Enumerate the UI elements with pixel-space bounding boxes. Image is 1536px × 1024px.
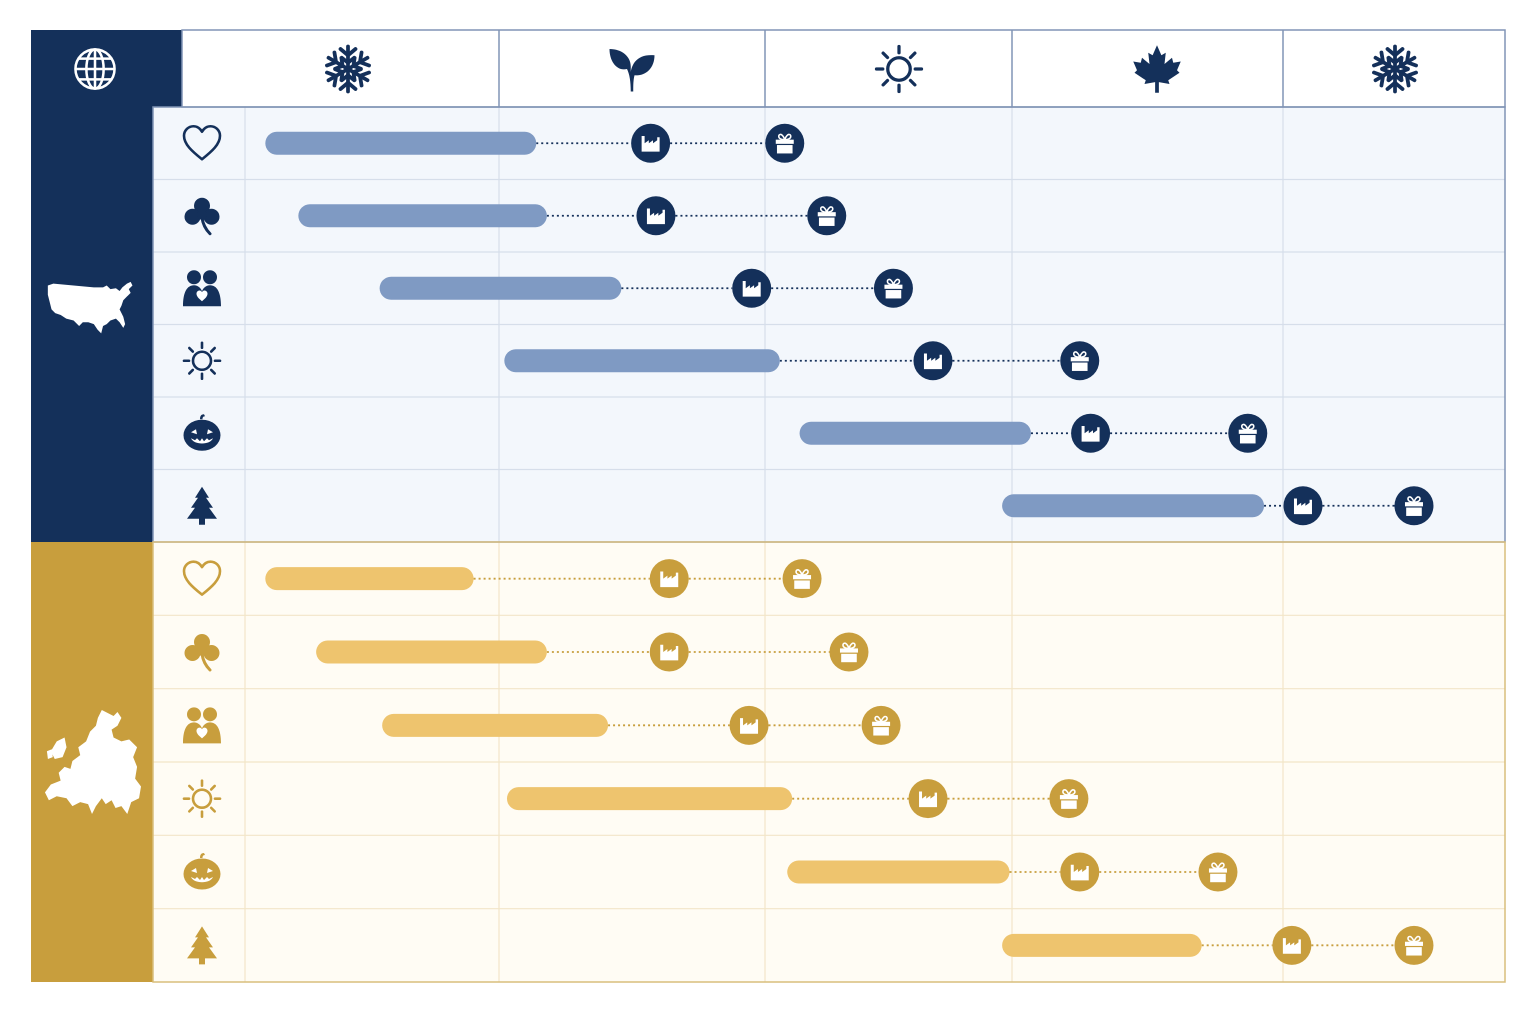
header-band	[181, 29, 1506, 108]
row-europe-couple	[183, 705, 901, 745]
region-backgrounds	[153, 107, 1505, 982]
row-europe-heart	[182, 559, 822, 599]
duration-bar	[265, 131, 537, 155]
duration-bar	[787, 860, 1010, 884]
duration-bar	[316, 640, 547, 664]
row-usa-couple	[183, 268, 913, 308]
row-europe-tree	[187, 925, 1434, 965]
row-usa-heart	[182, 123, 805, 163]
duration-bar	[382, 713, 609, 737]
region-usa-column	[31, 107, 153, 542]
region-labels	[31, 107, 153, 982]
duration-bar	[379, 276, 622, 300]
row-usa-clover	[183, 196, 847, 236]
frame	[152, 106, 1506, 983]
row-europe-pumpkin	[183, 852, 1238, 892]
duration-bar	[265, 567, 474, 591]
grid-lines	[153, 107, 1505, 982]
row-usa-tree	[187, 486, 1434, 526]
globe-icon	[74, 48, 116, 90]
duration-bar	[1002, 933, 1202, 957]
duration-bar	[504, 349, 780, 373]
season-header	[31, 29, 1506, 108]
row-usa-pumpkin	[183, 413, 1268, 453]
duration-bar	[298, 204, 547, 228]
row-europe-clover	[183, 632, 869, 672]
holiday-rows	[182, 123, 1434, 965]
row-europe-sun	[182, 779, 1089, 819]
duration-bar	[506, 787, 793, 811]
duration-bar	[799, 421, 1031, 445]
duration-bar	[1002, 494, 1265, 518]
row-usa-sun	[182, 341, 1100, 381]
